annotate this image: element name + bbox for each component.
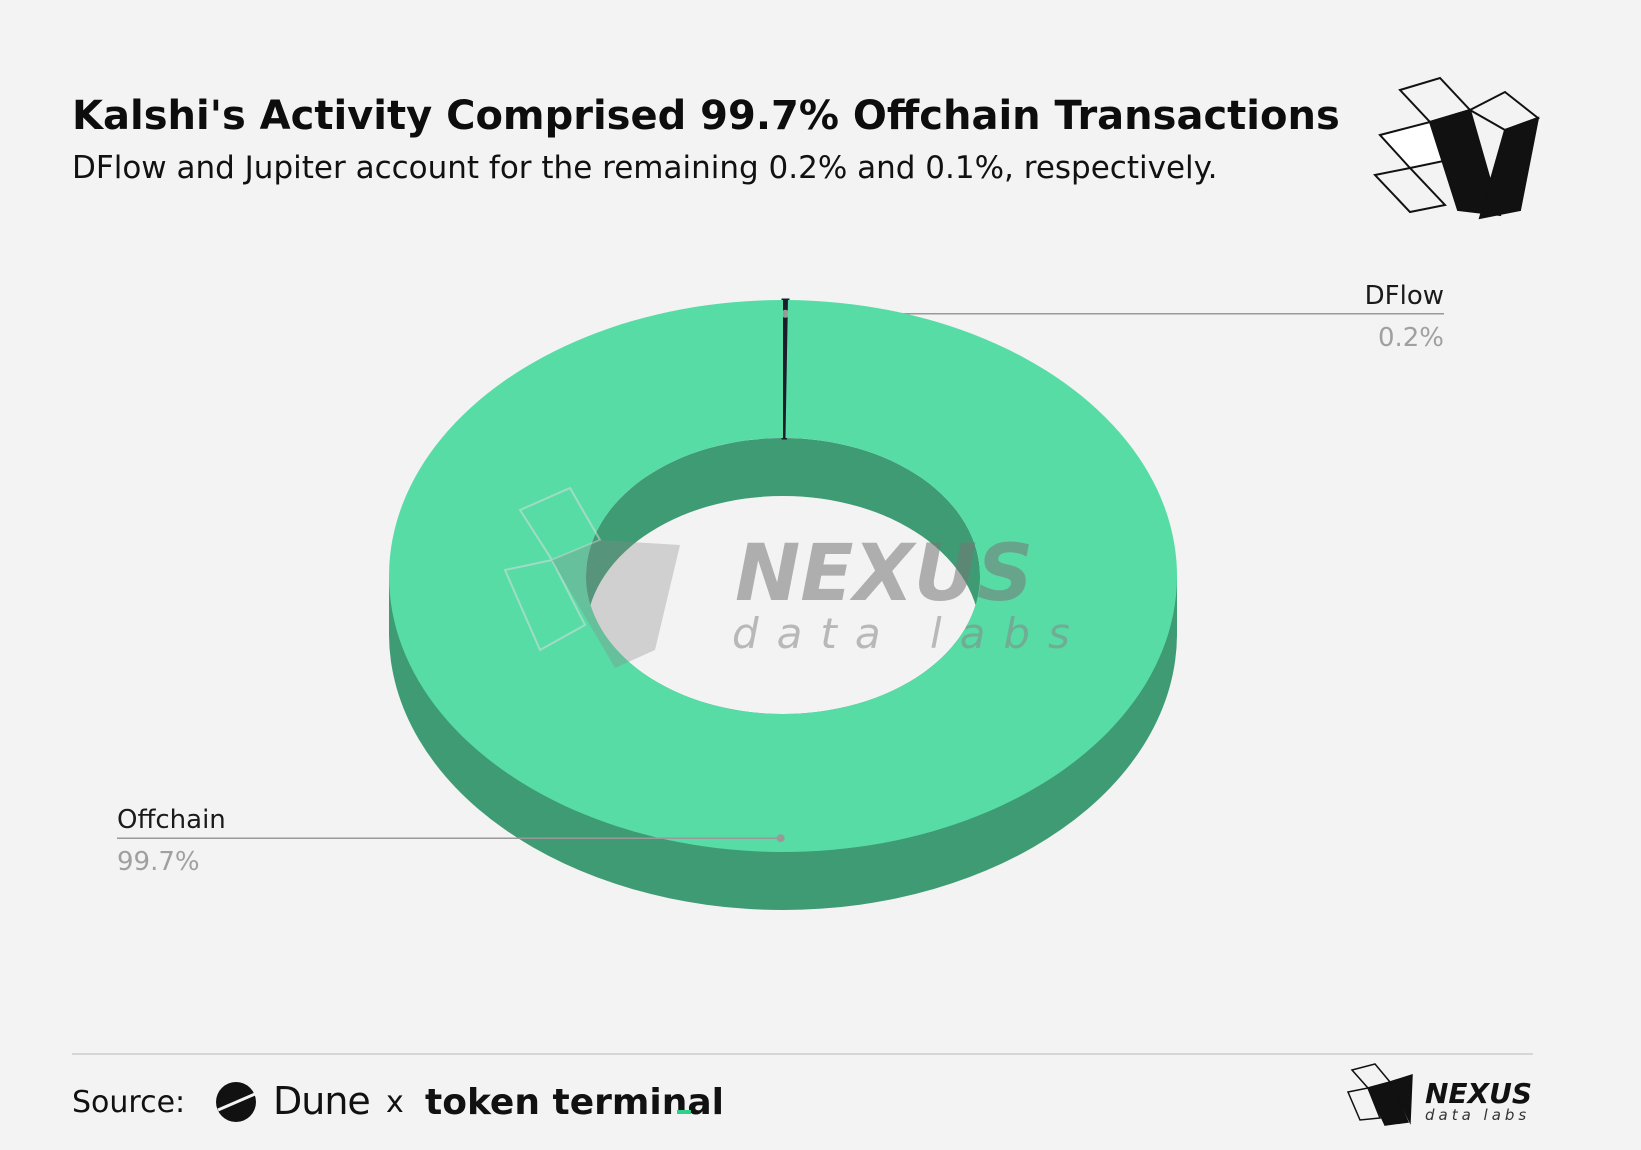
footer-logo [1346,1063,1413,1126]
dune-icon-stroke [217,1092,256,1112]
watermark-name: NEXUS [735,529,1033,619]
footer-tagline: data labs [1425,1106,1530,1124]
source-token-terminal: token terminal [425,1082,724,1123]
cursor-mark [677,1110,691,1114]
chart-subtitle: DFlow and Jupiter account for the remain… [72,150,1217,186]
slice-label: DFlow [1365,281,1444,311]
slice [781,298,790,440]
leader-dot [781,309,790,318]
source-label: Source: [72,1085,185,1120]
slice-value-label: 99.7% [117,847,200,877]
chart-title: Kalshi's Activity Comprised 99.7% Offcha… [72,93,1340,139]
plot-area: DFlow 0.2% Offchain 99.7% [117,281,1444,910]
source-x: x [386,1085,404,1120]
watermark-tagline: data labs [732,609,1088,658]
slice [388,300,1177,853]
watermark: NEXUS data labs [503,486,1088,668]
source-dune: Dune [273,1079,370,1123]
logo [1373,76,1541,220]
leader-dot [776,834,785,843]
slice-label: Offchain [117,805,226,835]
slice-value-label: 0.2% [1378,323,1444,353]
footer-brand: NEXUS [1425,1077,1532,1110]
